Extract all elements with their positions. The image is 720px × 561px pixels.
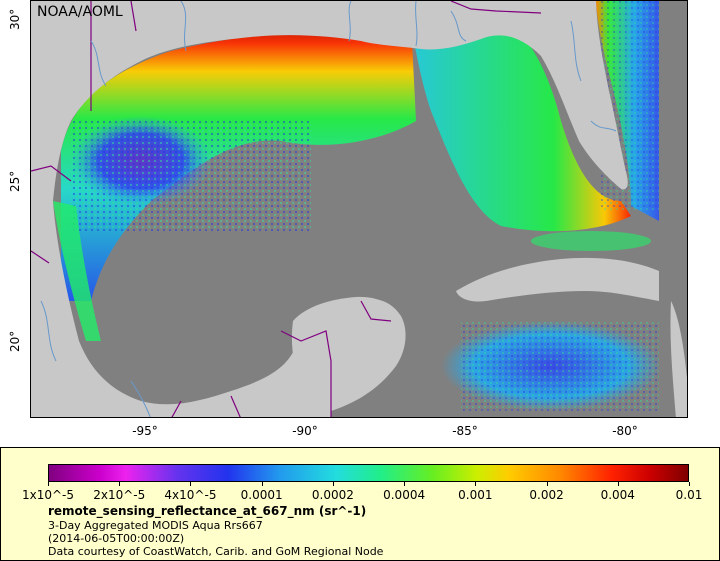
colorbar-tick — [689, 482, 690, 486]
data-credit: Data courtesy of CoastWatch, Carib. and … — [48, 545, 384, 558]
legend-panel: remote_sensing_reflectance_at_667_nm (sr… — [0, 447, 720, 561]
lon-label-85: -85° — [452, 424, 478, 438]
dataset-time: (2014-06-05T00:00:00Z) — [48, 532, 185, 545]
colorbar-tick — [546, 482, 548, 486]
colorbar-label: 1x10^-5 — [21, 488, 75, 502]
lon-label-90: -90° — [292, 424, 318, 438]
colorbar-label: 0.001 — [458, 488, 493, 502]
colorbar-tick — [261, 482, 263, 486]
colorbar-label: 0.0001 — [240, 488, 283, 502]
map-canvas — [31, 1, 687, 417]
lon-label-95: -95° — [132, 424, 158, 438]
colorbar-label: 0.0002 — [311, 488, 354, 502]
colorbar-tick — [617, 482, 619, 486]
lon-label-80: -80° — [612, 424, 638, 438]
colorbar-label: 4x10^-5 — [164, 488, 217, 502]
colorbar-tick — [48, 482, 49, 486]
map-area[interactable]: NOAA/AOML — [30, 0, 688, 418]
colorbar-tick — [119, 482, 121, 486]
dataset-title: 3-Day Aggregated MODIS Aqua Rrs667 — [48, 519, 263, 532]
colorbar-tick — [404, 482, 406, 486]
variable-name: remote_sensing_reflectance_at_667_nm (sr… — [48, 504, 367, 518]
map-attribution: NOAA/AOML — [37, 4, 123, 20]
colorbar-label: 0.004 — [600, 488, 635, 502]
colorbar-tick — [475, 482, 477, 486]
colorbar — [48, 464, 689, 482]
colorbar-tick — [190, 482, 192, 486]
colorbar-label: 2x10^-5 — [93, 488, 146, 502]
colorbar-label: 0.01 — [675, 488, 703, 502]
colorbar-label: 0.0004 — [383, 488, 426, 502]
colorbar-label: 0.002 — [529, 488, 564, 502]
colorbar-tick — [332, 482, 334, 486]
